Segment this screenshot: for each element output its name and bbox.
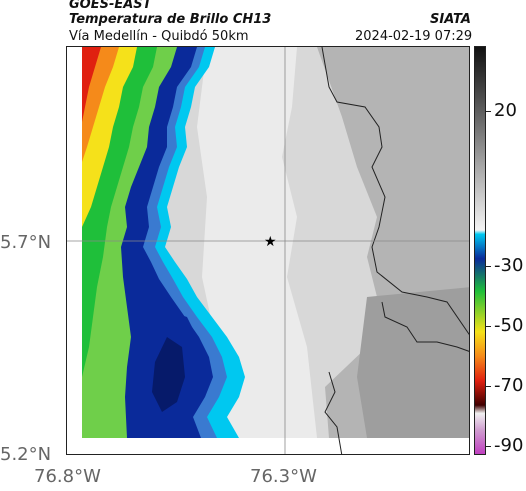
colorbar-tick: [486, 266, 491, 267]
colorbar-label-minus90: -90: [494, 435, 524, 456]
colorbar-tick: [486, 326, 491, 327]
colorbar-tick: [486, 386, 491, 387]
location-star-marker: ★: [264, 234, 277, 250]
lon-label-76-3: 76.3°W: [250, 466, 317, 487]
satellite-title: GOES-EAST: [69, 0, 152, 12]
brightness-temperature-map: ★: [66, 46, 470, 455]
temperature-colorbar: [474, 46, 486, 455]
lat-label-5-2: 5.2°N: [0, 444, 52, 465]
colorbar-label-minus50: -50: [494, 315, 524, 336]
lat-label-5-7: 5.7°N: [0, 232, 52, 253]
colorbar-label-minus70: -70: [494, 375, 524, 396]
route-subtitle: Vía Medellín - Quibdó 50km: [69, 29, 249, 44]
colorbar-tick: [486, 111, 491, 112]
colorbar-label-minus30: -30: [494, 255, 524, 276]
colorbar-label-20: 20: [494, 100, 517, 121]
timestamp-label: 2024-02-19 07:29: [355, 29, 473, 44]
agency-label: SIATA: [430, 12, 471, 27]
lon-label-76-8: 76.8°W: [34, 466, 101, 487]
colorbar-tick: [486, 446, 491, 447]
product-title: Temperatura de Brillo CH13: [69, 12, 272, 27]
